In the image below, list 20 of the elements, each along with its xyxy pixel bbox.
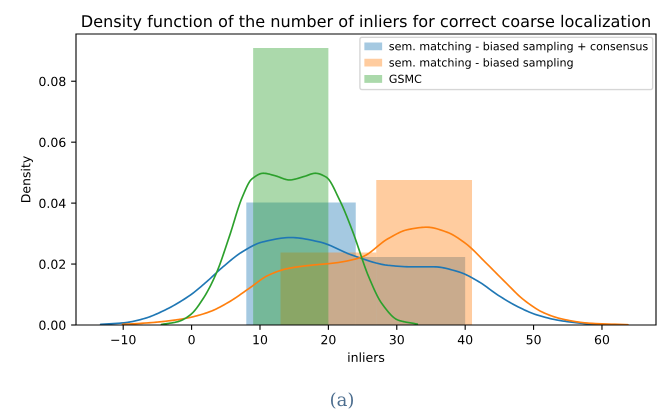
- x-axis-title: inliers: [348, 352, 384, 362]
- x-tick-label: 40: [458, 334, 472, 344]
- y-tick-label: 0.06: [39, 138, 66, 148]
- y-tick-label: 0.08: [39, 76, 66, 86]
- x-tick-label: 0: [188, 334, 195, 344]
- y-tick-label: 0.00: [39, 320, 66, 330]
- text: (a): [331, 392, 353, 409]
- y-tick-label: 0.02: [39, 260, 66, 269]
- legend-label: sem. matching - biased sampling: [389, 58, 573, 69]
- x-tick-label: 10: [253, 334, 268, 344]
- x-tick-label: 50: [526, 334, 541, 344]
- x-tick-label: 20: [321, 334, 336, 344]
- legend-label: sem. matching - biased sampling + consensus: [389, 42, 648, 53]
- x-tick-label: −10: [111, 334, 136, 344]
- x-tick-label: 60: [594, 334, 610, 344]
- x-tick-label: 30: [390, 334, 404, 344]
- y-axis-title: Density: [20, 156, 33, 202]
- chart-title: Density function of the number of inliers for correct coarse localization: [82, 14, 650, 30]
- legend-label: GSMC: [389, 74, 422, 83]
- y-tick-label: 0.04: [39, 198, 66, 208]
